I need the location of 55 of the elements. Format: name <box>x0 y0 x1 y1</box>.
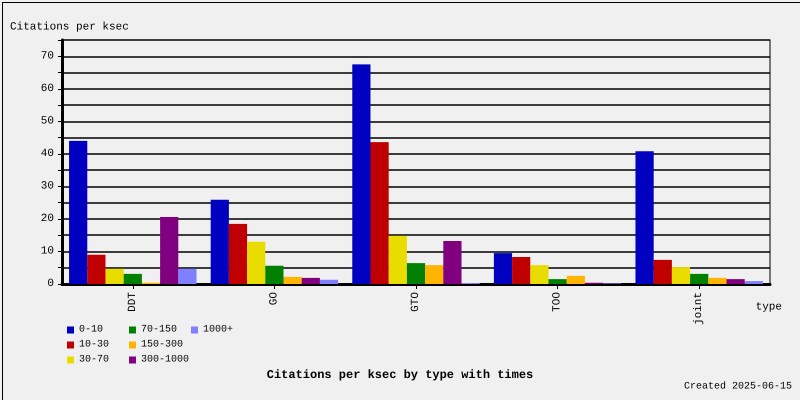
legend-label: 30-70 <box>79 354 110 366</box>
bar <box>512 256 530 284</box>
bar <box>494 253 512 284</box>
y-tick-label: 0 <box>47 278 54 290</box>
bar <box>228 224 248 284</box>
bar <box>530 265 548 284</box>
bar <box>425 265 444 284</box>
bar <box>87 254 106 284</box>
x-tick-label: TOO <box>552 292 564 312</box>
y-tick-label: 40 <box>40 148 54 160</box>
bar <box>548 279 567 284</box>
legend-label: 300-1000 <box>141 354 190 366</box>
legend-label: 0-10 <box>79 324 104 336</box>
x-tick-label: joint <box>693 292 706 326</box>
bar <box>160 216 178 284</box>
bar <box>105 268 124 284</box>
bar <box>370 142 389 284</box>
bar <box>566 276 585 284</box>
text: Created 2025-06-15 <box>684 380 792 392</box>
x-tick-label: GO <box>268 292 280 306</box>
x-tick-label: DDT <box>126 292 139 312</box>
x-tick-label: GTO <box>410 292 422 312</box>
y-tick-label: 10 <box>40 245 54 258</box>
bar <box>443 241 462 284</box>
bar <box>320 280 338 284</box>
y-tick-label: 70 <box>40 50 54 62</box>
bar <box>726 279 745 284</box>
bar <box>124 274 142 284</box>
bar <box>744 281 763 284</box>
bar <box>284 276 302 284</box>
bar <box>302 278 320 284</box>
bar <box>178 268 197 284</box>
legend-label: 10-30 <box>79 340 110 350</box>
bar <box>635 151 654 284</box>
bar <box>690 274 708 284</box>
legend-label: 1000+ <box>203 324 234 336</box>
bar <box>247 242 266 284</box>
text: Citations per ksec by type with times <box>266 368 534 382</box>
bar <box>388 236 407 284</box>
legend-label: 150-300 <box>141 340 184 350</box>
y-tick-label: 30 <box>40 180 54 192</box>
y-tick-label: 20 <box>40 212 54 225</box>
y-axis-title: Citations per ksec <box>10 22 129 34</box>
x-axis-title: type <box>756 302 782 314</box>
legend-label: 70-150 <box>141 324 178 336</box>
bar <box>672 267 690 284</box>
bar <box>708 278 727 284</box>
bar <box>69 140 88 284</box>
bar <box>352 64 370 284</box>
y-tick-label: 60 <box>40 82 54 95</box>
y-tick-label: 50 <box>40 115 54 128</box>
bar <box>654 260 672 284</box>
bar <box>406 263 426 284</box>
bar <box>265 266 284 284</box>
bar <box>210 200 229 284</box>
